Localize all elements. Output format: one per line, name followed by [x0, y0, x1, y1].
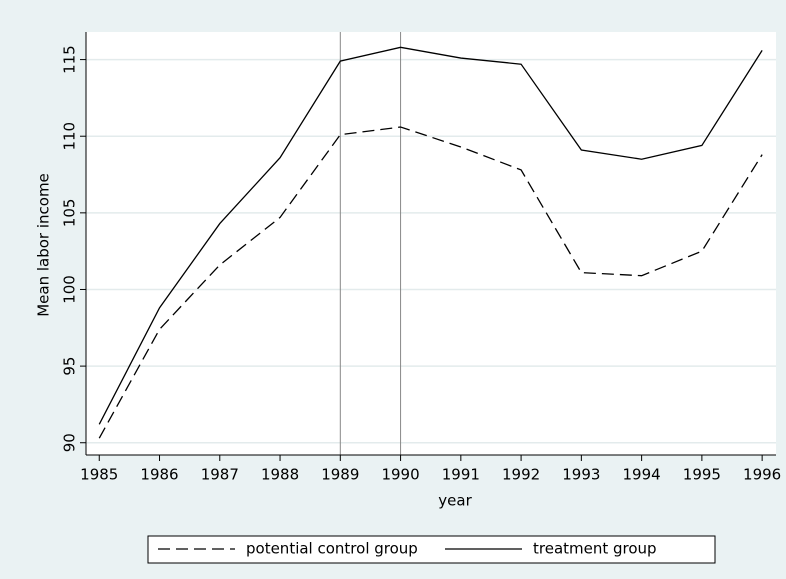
x-tick-label: 1995	[683, 466, 721, 484]
y-tick-label: 110	[61, 122, 79, 151]
y-tick-label: 95	[61, 357, 79, 376]
x-tick-label: 1989	[321, 466, 359, 484]
legend-label: potential control group	[246, 540, 418, 558]
x-tick-label: 1990	[381, 466, 419, 484]
y-axis-label: Mean labor income	[35, 173, 53, 317]
plot-area	[86, 32, 776, 455]
y-tick-label: 105	[61, 199, 79, 228]
x-tick-label: 1996	[743, 466, 781, 484]
x-tick-label: 1987	[201, 466, 239, 484]
x-tick-label: 1986	[140, 466, 178, 484]
x-tick-label: 1993	[562, 466, 600, 484]
x-tick-label: 1994	[623, 466, 661, 484]
x-axis-label: year	[438, 492, 472, 510]
x-tick-label: 1991	[442, 466, 480, 484]
x-tick-label: 1992	[502, 466, 540, 484]
x-tick-label: 1985	[80, 466, 118, 484]
legend-label: treatment group	[533, 540, 657, 558]
y-tick-label: 100	[61, 275, 79, 304]
y-tick-label: 90	[61, 433, 79, 452]
x-tick-label: 1988	[261, 466, 299, 484]
line-series	[98, 46, 763, 425]
legend	[147, 535, 716, 564]
y-tick-label: 115	[61, 45, 79, 74]
